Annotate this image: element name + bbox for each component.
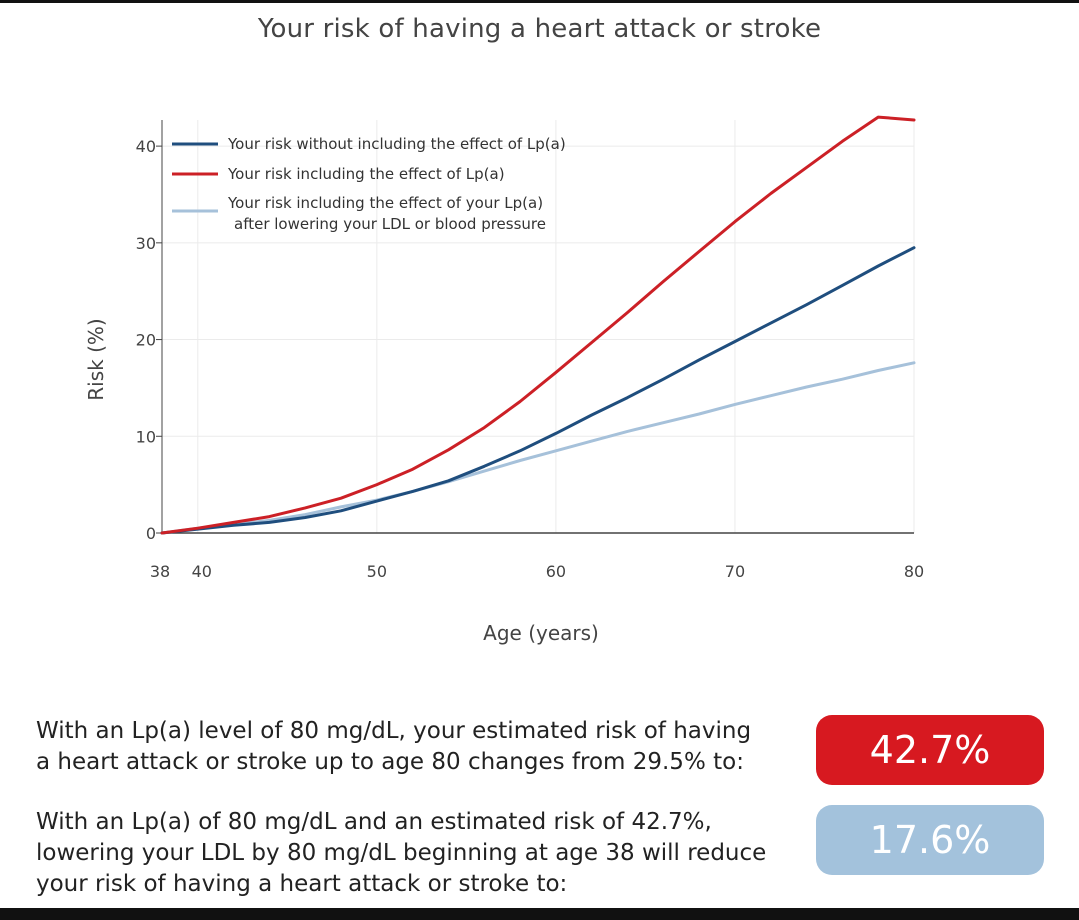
series-line-3 — [160, 361, 916, 535]
top-border — [0, 0, 1079, 3]
x-tick-label: 80 — [904, 562, 924, 581]
summary-text-lpa: With an Lp(a) level of 80 mg/dL, your es… — [36, 718, 752, 775]
summary-text-lowered: With an Lp(a) of 80 mg/dL and an estimat… — [36, 809, 767, 897]
legend-label-3: Your risk including the effect of your L… — [227, 194, 543, 212]
x-tick-label: 60 — [546, 562, 566, 581]
risk-chart: 38 40 50 60 70 80 0 10 20 30 40 Age (years) Risk (%)… — [84, 115, 924, 645]
series-lines — [160, 115, 916, 535]
grid — [162, 120, 915, 533]
chart-title: Your risk of having a heart attack or st… — [257, 14, 822, 44]
y-tick-label: 40 — [136, 137, 156, 156]
legend-label-1: Your risk without including the effect o… — [227, 135, 566, 153]
bottom-border — [0, 908, 1079, 920]
y-tick-label: 10 — [136, 427, 156, 446]
x-tick-label: 50 — [367, 562, 387, 581]
axes: 38 40 50 60 70 80 0 10 20 30 40 Age (years) Risk (%) — [84, 120, 924, 645]
y-tick-label: 30 — [136, 234, 156, 253]
risk-lowered-badge: 17.6% — [816, 805, 1044, 875]
y-axis-title: Risk (%) — [84, 318, 108, 400]
legend[interactable]: Your risk without including the effect o… — [172, 135, 566, 233]
x-tick-label: 40 — [192, 562, 212, 581]
y-tick-label: 20 — [136, 331, 156, 350]
x-axis-title: Age (years) — [483, 621, 599, 645]
series-line-2 — [160, 115, 916, 535]
y-tick-label: 0 — [146, 524, 156, 543]
x-tick-label: 70 — [725, 562, 745, 581]
legend-label-3: after lowering your LDL or blood pressur… — [234, 215, 546, 233]
x-tick-label: 38 — [150, 562, 170, 581]
legend-label-2: Your risk including the effect of Lp(a) — [227, 165, 505, 183]
risk-with-lpa-badge: 42.7% — [816, 715, 1044, 785]
series-line-1 — [160, 246, 916, 535]
